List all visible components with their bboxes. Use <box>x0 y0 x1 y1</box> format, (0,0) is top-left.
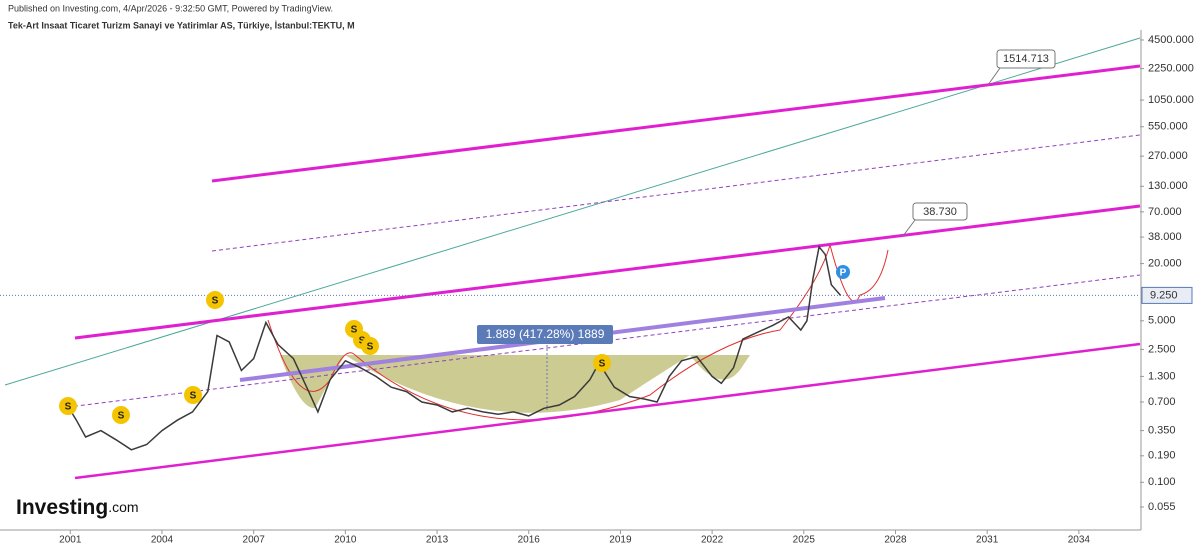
x-tick-label: 2013 <box>426 535 449 546</box>
x-tick-label: 2019 <box>609 535 632 546</box>
x-tick-label: 2001 <box>59 535 82 546</box>
x-tick-label: 2022 <box>701 535 724 546</box>
x-tick-label: 2010 <box>334 535 357 546</box>
callout-label: 1514.713 <box>1003 53 1049 65</box>
signal-label: S <box>212 296 219 307</box>
y-tick-label: 2.500 <box>1148 343 1176 355</box>
y-tick-label: 130.000 <box>1148 180 1188 192</box>
y-tick-label: 1050.000 <box>1148 94 1194 106</box>
signals: S S S S S S S S P <box>59 265 850 424</box>
cup-fill <box>280 355 750 413</box>
x-tick-label: 2007 <box>243 535 266 546</box>
y-tick-label: 38.000 <box>1148 231 1182 243</box>
y-tick-label: 270.000 <box>1148 150 1188 162</box>
callout-pointer <box>902 219 916 237</box>
signal-label: S <box>190 391 197 402</box>
callout-box <box>912 202 968 221</box>
axes: 4500.000 2250.000 1050.000 550.000 270.000 13… <box>59 34 1194 546</box>
x-tick-label: 2025 <box>793 535 816 546</box>
y-tick-label: 0.700 <box>1148 396 1176 408</box>
signal-marker <box>836 265 850 279</box>
last-price-box <box>1141 286 1193 304</box>
signal-marker <box>59 397 77 415</box>
y-tick-label: 20.000 <box>1148 257 1182 269</box>
signal-marker <box>206 291 224 309</box>
callout-box <box>996 49 1056 69</box>
x-tick-label: 2034 <box>1068 535 1091 546</box>
logo: Investing.com <box>16 496 139 519</box>
signal-marker <box>184 386 202 404</box>
header: Published on Investing.com, 4/Apr/2026 -… <box>8 3 333 13</box>
y-tick-label: 0.055 <box>1148 501 1176 513</box>
callout-pointer <box>987 67 1001 86</box>
x-tick-label: 2031 <box>976 535 999 546</box>
signal-label: S <box>367 342 374 353</box>
y-tick-label: 550.000 <box>1148 121 1188 133</box>
signal-label: S <box>599 359 606 370</box>
callout-label: 38.730 <box>923 206 957 218</box>
y-tick-label: 5.000 <box>1148 315 1176 327</box>
channel-line <box>74 342 1141 480</box>
signal-marker <box>112 406 130 424</box>
signal-label: S <box>359 336 366 347</box>
last-price-label: 9.250 <box>1150 289 1178 301</box>
y-tick-label: 0.100 <box>1148 476 1176 488</box>
measure-label: 1.889 (417.28%) 1889 <box>486 327 605 341</box>
signal-label: S <box>65 402 72 413</box>
y-tick-label: 2250.000 <box>1148 62 1194 74</box>
dashed-line <box>211 134 1141 252</box>
x-tick-label: 2028 <box>884 535 907 546</box>
signal-marker <box>593 354 611 372</box>
chart-title: Tek-Art Insaat Ticaret Turizm Sanayi ve … <box>8 20 355 30</box>
plot <box>0 245 1140 451</box>
channel-line <box>211 64 1141 183</box>
signal-label: S <box>118 411 125 422</box>
y-tick-label: 1.300 <box>1148 370 1176 382</box>
signal-label: P <box>840 268 847 279</box>
x-tick-label: 2016 <box>518 535 541 546</box>
signal-marker <box>361 337 379 355</box>
y-tick-label: 0.350 <box>1148 424 1176 436</box>
y-tick-label: 70.000 <box>1148 206 1182 218</box>
logo-main: Investing <box>16 496 108 519</box>
y-tick-label: 0.190 <box>1148 450 1176 462</box>
logo-suffix: .com <box>108 499 138 515</box>
trend-line <box>4 37 1141 386</box>
y-tick-label: 4500.000 <box>1148 34 1194 46</box>
measure-box <box>477 325 613 344</box>
price-line <box>66 245 842 451</box>
dashed-line <box>59 274 1141 409</box>
price-axis <box>1141 30 1200 530</box>
x-tick-label: 2004 <box>151 535 174 546</box>
channel-line <box>74 204 1141 340</box>
signal-label: S <box>351 325 358 336</box>
